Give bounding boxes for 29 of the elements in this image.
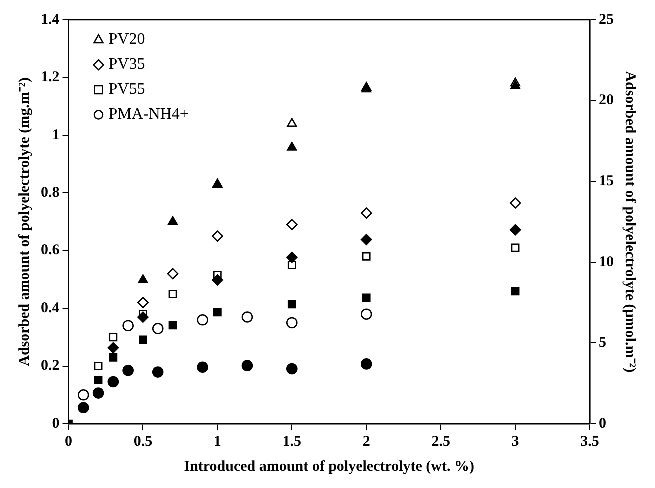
y2-tick-label: 0 xyxy=(599,416,606,432)
y2-tick-label: 15 xyxy=(599,173,614,190)
y-axis-title: Adsorbed amount of polyelectrolyte (mg.m⁻²) xyxy=(16,78,33,366)
y2-tick-label: 20 xyxy=(599,92,614,109)
legend-label: PMA-NH4+ xyxy=(108,106,189,124)
y2-tick-label: 10 xyxy=(599,254,614,270)
y-tick-label: 0.2 xyxy=(41,358,60,374)
x-tick-label: 1 xyxy=(214,434,222,450)
y-tick-label: 1.2 xyxy=(41,70,60,86)
y-tick-label: 1.4 xyxy=(41,12,60,28)
x-tick-label: 0.5 xyxy=(134,434,153,450)
y-tick-label: 0.8 xyxy=(41,185,60,202)
y-tick-label: 0.6 xyxy=(41,242,60,259)
x-tick-label: 0 xyxy=(65,434,72,450)
x-tick-label: 3 xyxy=(512,434,520,450)
x-tick-label: 3.5 xyxy=(580,434,600,450)
y-tick-label: 1 xyxy=(52,127,60,144)
legend-label: PV55 xyxy=(108,81,146,98)
y2-axis-title: Adsorbed amount of polyelectrolyte (µmol.m⁻²) xyxy=(622,71,638,373)
x-axis-title: Introduced amount of polyelectrolyte (wt. %) xyxy=(184,458,474,475)
x-tick-label: 2 xyxy=(362,434,370,450)
y-tick-label: 0.4 xyxy=(41,300,60,316)
x-tick-label: 2.5 xyxy=(432,434,450,450)
y-tick-label: 0 xyxy=(52,416,60,432)
legend-label: PV35 xyxy=(108,56,146,74)
x-tick-label: 1.5 xyxy=(282,434,302,450)
legend-label: PV20 xyxy=(108,31,146,48)
y2-tick-label: 5 xyxy=(599,335,606,352)
y2-tick-label: 25 xyxy=(599,12,614,28)
